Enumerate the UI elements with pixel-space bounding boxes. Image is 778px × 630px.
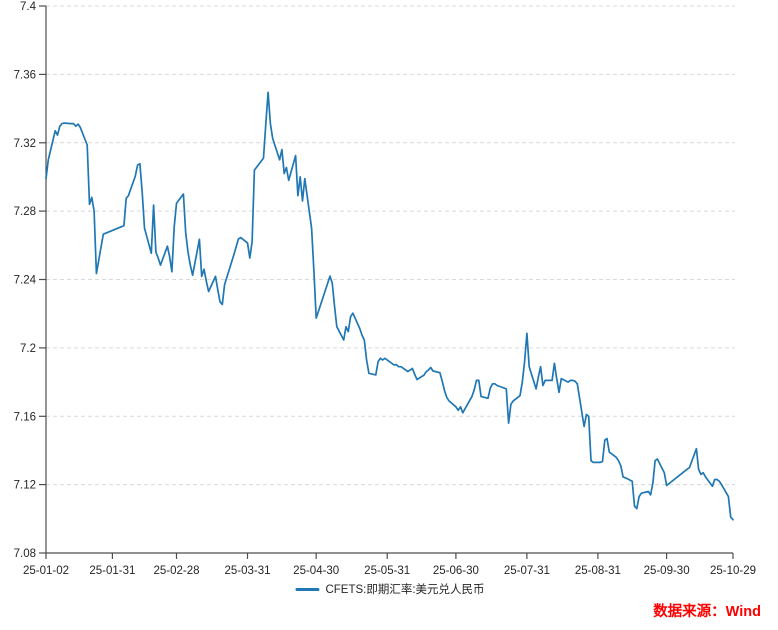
x-tick-label: 25-01-02 [23, 565, 69, 577]
x-tick-label: 25-08-31 [575, 565, 621, 577]
x-tick-label: 25-07-31 [504, 565, 550, 577]
x-tick-label: 25-03-31 [224, 565, 270, 577]
y-tick-label: 7.24 [14, 275, 37, 287]
legend-label: CFETS:即期汇率:美元兑人民币 [325, 584, 485, 596]
y-tick-label: 7.4 [20, 1, 37, 13]
x-tick-label: 25-10-29 [710, 565, 756, 577]
series-line-cfets-usd-cny [45, 91, 734, 521]
y-tick-label: 7.16 [14, 411, 36, 423]
x-tick-label: 25-04-30 [293, 565, 339, 577]
y-tick-label: 7.32 [14, 138, 36, 150]
y-tick-label: 7.36 [14, 69, 36, 81]
x-tick-label: 25-09-30 [644, 565, 690, 577]
y-tick-label: 7.2 [20, 343, 36, 355]
data-source-note: 数据来源：Wind [653, 604, 761, 620]
y-tick-label: 7.08 [14, 548, 36, 560]
y-tick-label: 7.12 [14, 480, 36, 492]
x-tick-label: 25-05-31 [364, 565, 410, 577]
legend-line-marker [295, 587, 320, 591]
legend: CFETS:即期汇率:美元兑人民币 [295, 581, 485, 597]
x-tick-label: 25-01-31 [89, 565, 135, 577]
y-tick-label: 7.28 [14, 206, 36, 218]
x-tick-label: 25-02-28 [153, 565, 199, 577]
x-tick-label: 25-06-30 [433, 565, 479, 577]
